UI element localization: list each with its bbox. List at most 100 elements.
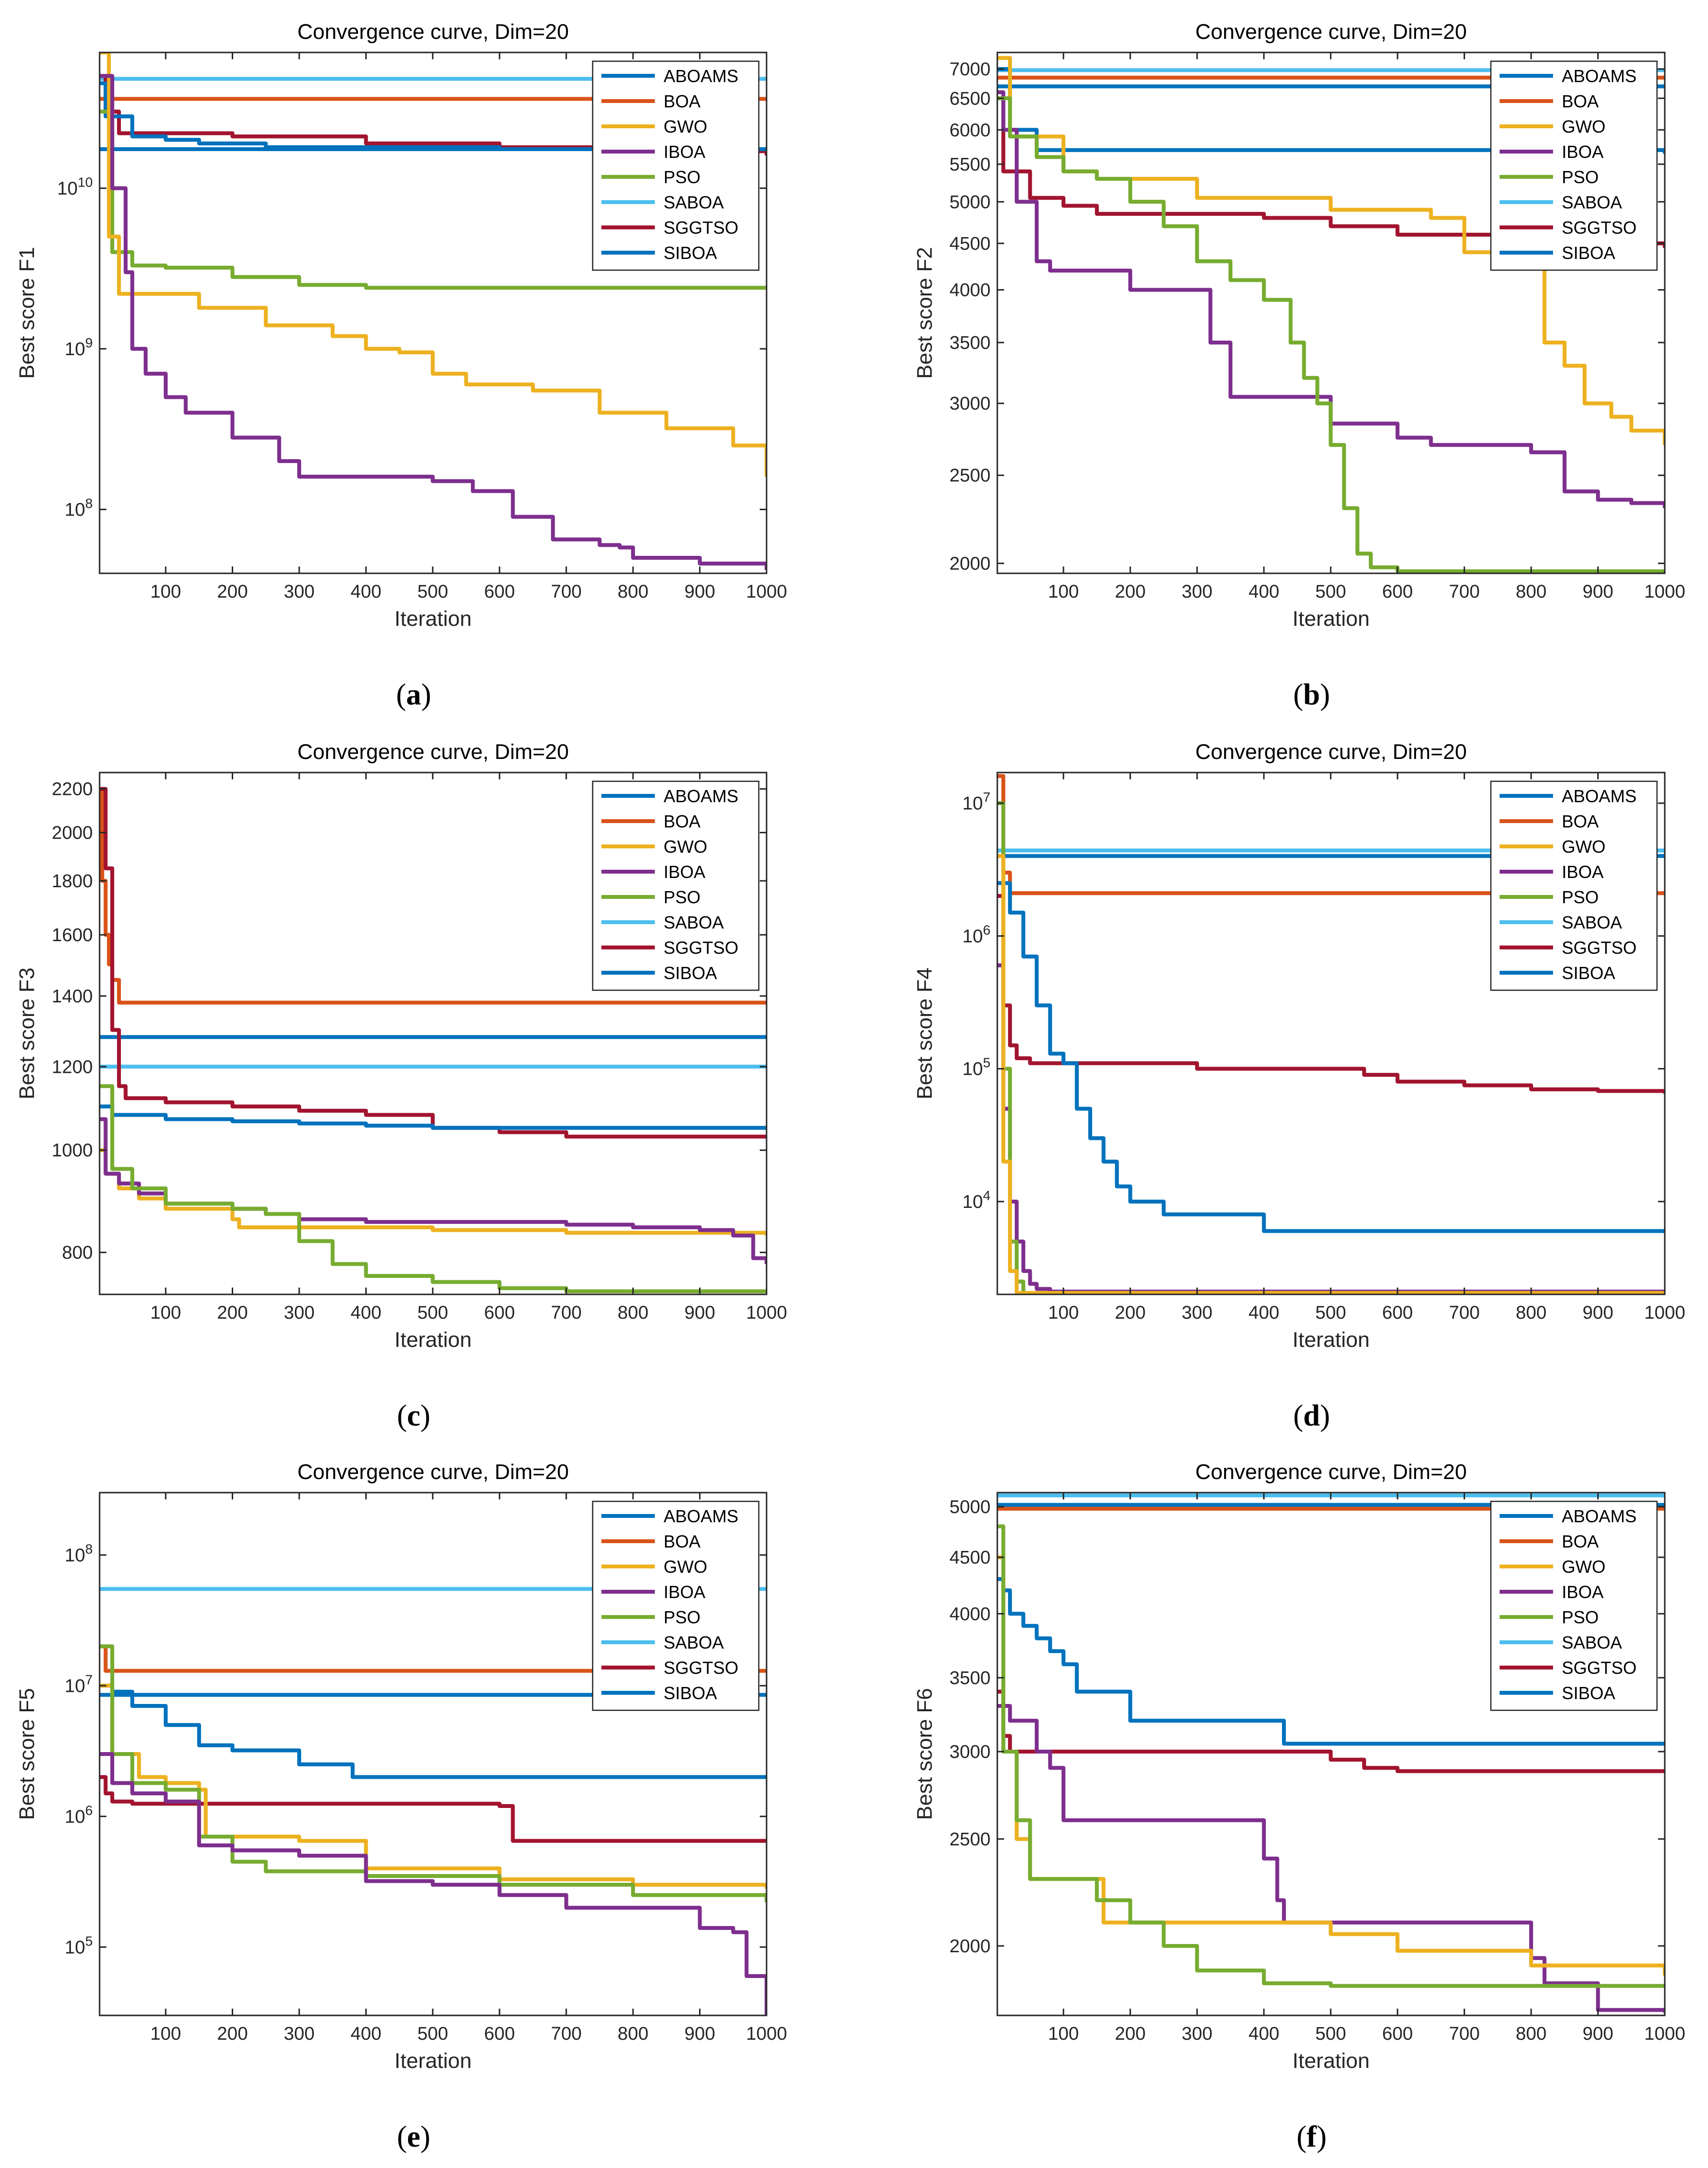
legend-label: IBOA [664,1582,705,1602]
legend-label: PSO [664,1607,700,1627]
y-tick-label: 3500 [949,1668,991,1688]
x-tick-label: 500 [1315,2024,1346,2044]
chart-panel-e: 100 200 300 400 500 600 700 800 900 1000 105 106 107… [15,1460,787,2153]
legend-label: IBOA [1562,1582,1604,1602]
chart-panel-a: 100 200 300 400 500 600 700 800 900 1000 108 109 101… [15,20,787,711]
y-tick-label: 2000 [949,553,991,574]
legend-label: ABOAMS [1562,66,1637,86]
legend-label: SABOA [664,192,724,212]
legend-label: SGGTSO [1562,1658,1637,1678]
x-tick-label: 700 [1449,582,1480,602]
legend-label: SIBOA [664,243,717,263]
legend-label: SGGTSO [664,1658,738,1678]
legend-box [592,780,760,991]
series-group [997,774,1665,1294]
x-tick-label: 400 [1248,582,1279,602]
series-iboa [997,1704,1665,2013]
x-tick-label: 900 [684,2024,715,2044]
y-tick-label: 3500 [949,333,991,353]
x-tick-label: 600 [484,2024,515,2044]
x-tick-label: 900 [1583,2024,1613,2044]
legend-label: IBOA [664,862,705,882]
y-tick-label: 800 [62,1243,93,1263]
x-tick-label: 500 [1315,1303,1346,1323]
x-tick-label: 400 [351,2024,381,2044]
legend-label: IBOA [1562,862,1604,882]
x-tick-label: 100 [1048,2024,1078,2044]
legend-label: PSO [1562,1607,1599,1627]
x-tick-label: 900 [1583,582,1613,602]
legend-label: SIBOA [1562,963,1615,983]
x-tick-label: 100 [150,582,181,602]
legend-label: GWO [1562,837,1606,857]
x-tick-label: 1000 [1644,2024,1686,2044]
series-gwo [100,1684,767,1889]
legend-label: IBOA [1562,142,1604,162]
x-tick-label: 800 [1516,1303,1546,1323]
x-axis-label: Iteration [1293,2049,1370,2073]
legend: ABOAMS BOA GWO IBOA PSO SABOA SGGTSO SIBOA [1490,60,1658,271]
x-tick-label: 500 [417,2024,448,2044]
x-tick-label: 200 [1115,2024,1145,2044]
series-pso [100,1644,767,1903]
y-tick-label: 6000 [949,120,991,140]
y-tick-label: 2500 [949,1829,991,1850]
legend-label: SIBOA [664,963,717,983]
y-tick-label: 7000 [949,59,991,80]
x-axis-label: Iteration [1293,1328,1370,1352]
y-tick-label: 106 [65,1803,93,1827]
y-axis-label: Best score F3 [15,967,39,1099]
legend-label: ABOAMS [664,66,738,86]
x-tick-label: 800 [617,582,648,602]
x-tick-label: 300 [284,1303,314,1323]
x-tick-label: 300 [284,582,314,602]
y-tick-label: 108 [65,496,93,520]
x-tick-label: 100 [1048,1303,1078,1323]
panel-caption: (d) [1293,1399,1330,1432]
series-sggtso [997,894,1665,1094]
x-tick-label: 900 [684,1303,715,1323]
legend-label: SIBOA [1562,1683,1615,1703]
legend-label: SABOA [1562,192,1622,212]
chart-panel-f: 100 200 300 400 500 600 700 800 900 1000 2000 2500 3… [913,1460,1685,2153]
y-tick-label: 4500 [949,1548,991,1568]
y-tick-label: 1000 [51,1140,93,1161]
series-iboa [997,90,1665,508]
series-iboa [100,1117,767,1264]
legend-label: GWO [664,1557,707,1577]
y-tick-label: 106 [962,922,991,946]
legend-label: BOA [664,91,700,111]
x-tick-label: 200 [217,1303,248,1323]
panel-caption: (f) [1297,2120,1327,2153]
chart-title: Convergence curve, Dim=20 [1196,1460,1467,1484]
y-tick-label: 104 [962,1188,991,1212]
y-tick-label: 107 [962,790,991,814]
x-tick-label: 700 [551,2024,581,2044]
series-iboa [100,1752,767,2015]
x-tick-label: 800 [1516,2024,1546,2044]
legend-label: IBOA [664,142,705,162]
series-pso [100,1084,767,1293]
x-tick-label: 600 [484,582,515,602]
x-tick-label: 100 [1048,582,1078,602]
legend: ABOAMS BOA GWO IBOA PSO SABOA SGGTSO SIBOA [592,60,760,271]
y-tick-label: 2000 [949,1936,991,1957]
x-axis-label: Iteration [1293,607,1370,631]
y-tick-label: 1600 [51,925,93,946]
x-tick-label: 1000 [746,2024,787,2044]
x-tick-label: 1000 [746,1303,787,1323]
chart-panel-b: 100 200 300 400 500 600 700 800 900 1000 2000 2500 3… [913,20,1685,711]
y-tick-label: 1400 [51,986,93,1007]
x-tick-label: 200 [217,582,248,602]
x-axis-label: Iteration [394,607,472,631]
y-tick-label: 4500 [949,234,991,254]
legend-label: SABOA [1562,1633,1622,1652]
x-tick-label: 200 [217,2024,248,2044]
x-tick-label: 1000 [746,582,787,602]
x-tick-label: 200 [1115,582,1145,602]
legend-label: SIBOA [664,1683,717,1703]
series-iboa [100,74,767,570]
x-tick-label: 400 [1248,1303,1279,1323]
x-tick-label: 700 [1449,2024,1480,2044]
legend-label: SIBOA [1562,243,1615,263]
